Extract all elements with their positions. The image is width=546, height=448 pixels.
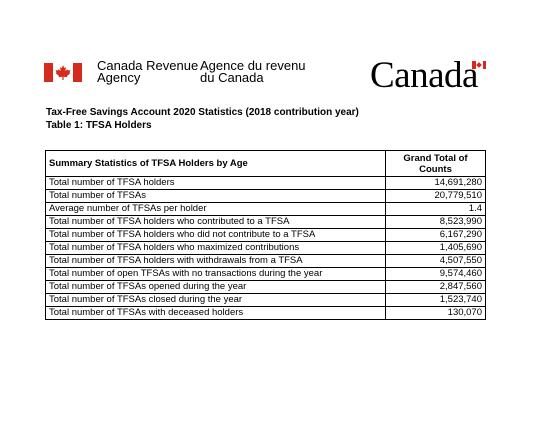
- column-header-grand-total: Grand Total of Counts: [386, 151, 486, 177]
- row-value: 2,847,560: [386, 281, 486, 294]
- table-header-row: Summary Statistics of TFSA Holders by Ag…: [46, 151, 486, 177]
- page-header: Canada Revenue Agency Agence du revenu d…: [0, 0, 546, 100]
- table-row: Total number of TFSAs with deceased hold…: [46, 307, 486, 320]
- row-value: 1,523,740: [386, 294, 486, 307]
- tfsa-holders-table: Summary Statistics of TFSA Holders by Ag…: [45, 150, 486, 320]
- table-row: Total number of TFSA holders who did not…: [46, 229, 486, 242]
- row-value: 14,691,280: [386, 177, 486, 190]
- table-row: Total number of TFSA holders 14,691,280: [46, 177, 486, 190]
- table-row: Total number of TFSAs opened during the …: [46, 281, 486, 294]
- agency-fr-line2: du Canada: [200, 72, 306, 84]
- row-label: Average number of TFSAs per holder: [46, 203, 386, 216]
- row-label: Total number of TFSAs opened during the …: [46, 281, 386, 294]
- row-label: Total number of TFSA holders with withdr…: [46, 255, 386, 268]
- table-row: Total number of open TFSAs with no trans…: [46, 268, 486, 281]
- row-value: 9,574,460: [386, 268, 486, 281]
- row-label: Total number of TFSA holders who maximiz…: [46, 242, 386, 255]
- column-header-statistic: Summary Statistics of TFSA Holders by Ag…: [46, 151, 386, 177]
- row-label: Total number of open TFSAs with no trans…: [46, 268, 386, 281]
- row-value: 8,523,990: [386, 216, 486, 229]
- wordmark-flag-icon: [472, 61, 486, 69]
- table-row: Total number of TFSA holders with withdr…: [46, 255, 486, 268]
- canada-flag-icon: [44, 63, 82, 82]
- row-label: Total number of TFSAs: [46, 190, 386, 203]
- table-caption: Table 1: TFSA Holders: [46, 120, 152, 131]
- table-row: Average number of TFSAs per holder 1.4: [46, 203, 486, 216]
- row-label: Total number of TFSAs with deceased hold…: [46, 307, 386, 320]
- table-body: Total number of TFSA holders 14,691,280 To…: [46, 177, 486, 320]
- agency-name-english: Canada Revenue Agency: [97, 60, 198, 84]
- row-value: 6,167,290: [386, 229, 486, 242]
- table-row: Total number of TFSAs closed during the …: [46, 294, 486, 307]
- row-value: 1.4: [386, 203, 486, 216]
- table-row: Total number of TFSAs 20,779,510: [46, 190, 486, 203]
- table-row: Total number of TFSA holders who contrib…: [46, 216, 486, 229]
- row-label: Total number of TFSAs closed during the …: [46, 294, 386, 307]
- row-label: Total number of TFSA holders: [46, 177, 386, 190]
- document-title: Tax-Free Savings Account 2020 Statistics…: [46, 107, 359, 118]
- row-value: 130,070: [386, 307, 486, 320]
- row-value: 4,507,550: [386, 255, 486, 268]
- row-value: 20,779,510: [386, 190, 486, 203]
- row-label: Total number of TFSA holders who did not…: [46, 229, 386, 242]
- agency-en-line2: Agency: [97, 72, 198, 84]
- agency-name-french: Agence du revenu du Canada: [200, 60, 306, 84]
- row-label: Total number of TFSA holders who contrib…: [46, 216, 386, 229]
- table-row: Total number of TFSA holders who maximiz…: [46, 242, 486, 255]
- row-value: 1,405,690: [386, 242, 486, 255]
- canada-wordmark: Canada: [370, 57, 478, 94]
